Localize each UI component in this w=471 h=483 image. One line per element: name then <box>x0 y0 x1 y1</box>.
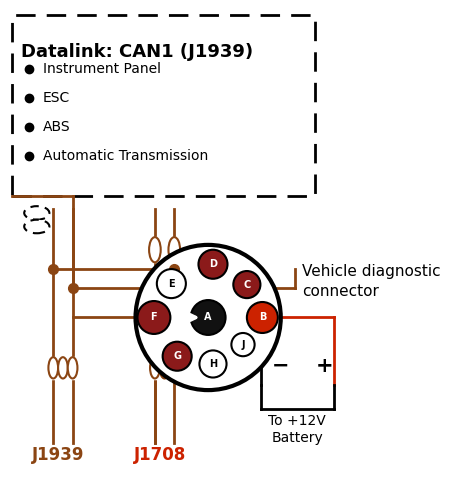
Text: To +12V
Battery: To +12V Battery <box>268 414 326 444</box>
Text: C: C <box>243 280 251 290</box>
Text: J1708: J1708 <box>134 446 186 464</box>
Text: A: A <box>204 313 212 323</box>
Text: J1939: J1939 <box>32 446 84 464</box>
Circle shape <box>231 333 255 356</box>
Circle shape <box>233 271 260 298</box>
Ellipse shape <box>68 357 77 379</box>
Text: H: H <box>209 359 217 369</box>
Ellipse shape <box>24 220 49 233</box>
Circle shape <box>157 269 186 298</box>
Ellipse shape <box>24 206 49 220</box>
Text: B: B <box>259 313 266 323</box>
Text: ESC: ESC <box>42 91 70 105</box>
Text: −: − <box>272 355 290 376</box>
Text: Instrument Panel: Instrument Panel <box>42 62 161 76</box>
Text: Datalink: CAN1 (J1939): Datalink: CAN1 (J1939) <box>21 43 253 60</box>
Circle shape <box>199 350 227 378</box>
Ellipse shape <box>160 357 170 379</box>
Circle shape <box>136 245 281 390</box>
Circle shape <box>138 301 171 334</box>
Text: F: F <box>151 313 157 323</box>
Text: Automatic Transmission: Automatic Transmission <box>42 149 208 163</box>
Circle shape <box>191 300 226 335</box>
Circle shape <box>247 302 278 333</box>
Ellipse shape <box>49 357 58 379</box>
Ellipse shape <box>170 357 179 379</box>
Text: G: G <box>173 351 181 361</box>
Text: ABS: ABS <box>42 120 70 134</box>
Ellipse shape <box>149 237 161 262</box>
Text: +: + <box>316 355 333 376</box>
Ellipse shape <box>150 357 160 379</box>
Text: J: J <box>241 340 245 350</box>
Text: E: E <box>168 279 175 289</box>
Text: D: D <box>209 259 217 269</box>
Ellipse shape <box>169 237 180 262</box>
Circle shape <box>198 250 227 279</box>
Circle shape <box>162 341 192 371</box>
Ellipse shape <box>58 357 68 379</box>
Text: Vehicle diagnostic
connector: Vehicle diagnostic connector <box>302 264 441 299</box>
FancyBboxPatch shape <box>12 15 315 197</box>
